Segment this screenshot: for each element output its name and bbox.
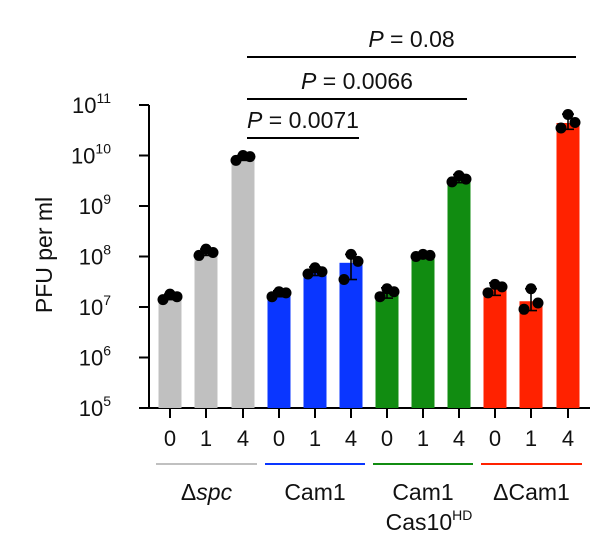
data-point [555,122,567,134]
data-point [453,170,465,182]
data-point [302,268,314,280]
x-tick-label: 0 [381,426,393,451]
data-point [562,108,574,120]
x-tick-label: 1 [200,426,212,451]
data-point [345,248,357,260]
group-label: ΔCam1 [493,479,570,505]
data-point [569,117,581,129]
x-tick-label: 0 [489,426,501,451]
data-point [446,176,458,188]
data-point [352,255,364,267]
x-tick-label: 4 [345,426,357,451]
bar [411,255,435,408]
y-axis-label: PFU per ml [31,197,57,313]
data-point [525,283,537,295]
bar [231,157,255,408]
group-label-line2: Cas10HD [386,507,473,535]
data-point [518,303,530,315]
bar [375,292,399,408]
group-label: Cam1 [284,479,345,505]
x-tick-label: 1 [525,426,537,451]
x-tick-label: 0 [273,426,285,451]
bar [267,294,291,408]
bar [158,296,182,408]
data-point [381,283,393,295]
data-point [482,287,494,299]
p-value-label: P = 0.08 [368,26,454,52]
y-tick-label: 105 [79,393,111,421]
y-tick-label: 108 [79,242,111,270]
y-tick-label: 106 [79,343,111,371]
data-point [237,150,249,161]
bar [519,301,543,408]
x-tick-label: 4 [237,426,249,451]
bar [483,288,507,408]
data-point [309,262,321,274]
x-tick-label: 1 [309,426,321,451]
data-point [273,286,285,298]
p-value-label: P = 0.0066 [301,68,413,94]
p-value-label: P = 0.0071 [247,107,359,133]
data-point [193,249,205,261]
y-tick-label: 1010 [71,141,111,169]
group-label: Δspc [181,479,233,505]
bar [556,123,580,408]
x-tick-label: 4 [453,426,465,451]
data-point [164,288,176,300]
data-point [417,248,429,260]
data-point [200,243,212,255]
bar [447,179,471,408]
bar [303,271,327,408]
data-point [338,274,350,286]
group-label: Cam1 [392,479,453,505]
y-tick-label: 107 [79,292,111,320]
y-tick-label: 1011 [72,90,111,118]
x-tick-label: 4 [562,426,574,451]
y-tick-label: 109 [79,191,111,219]
x-tick-label: 1 [417,426,429,451]
bar [194,252,218,408]
data-point [489,278,501,290]
bar [339,262,363,408]
data-point [532,297,544,309]
data-point [374,291,386,303]
x-tick-label: 0 [164,426,176,451]
